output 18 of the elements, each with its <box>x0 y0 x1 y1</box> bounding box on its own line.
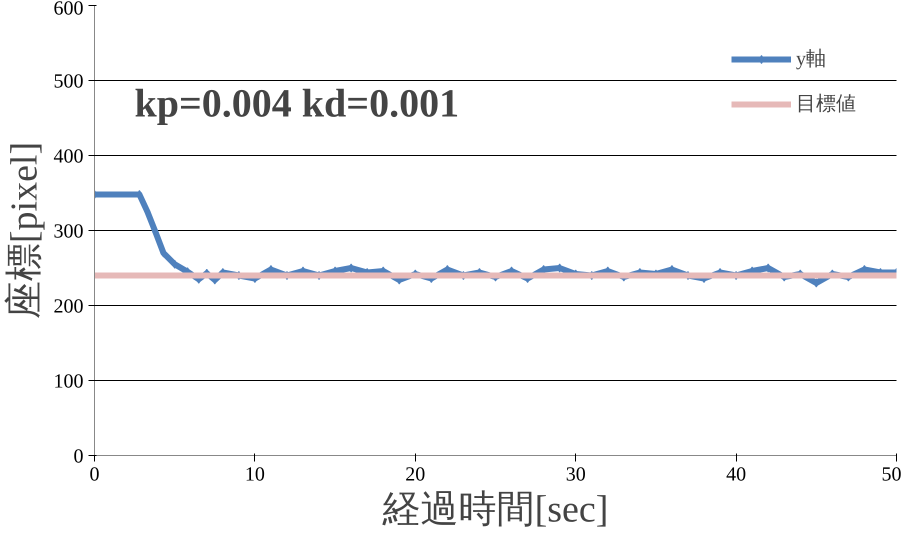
y-axis-title: 座標[pixel] <box>4 142 46 320</box>
x-tick-label: 0 <box>90 464 100 486</box>
annotation: kp=0.004 kd=0.001 <box>134 80 460 126</box>
y-tick-label: 500 <box>54 70 84 92</box>
y-tick-label: 100 <box>54 370 84 392</box>
x-tick-label: 30 <box>566 464 586 486</box>
x-tick-label: 50 <box>882 464 901 486</box>
y-tick-label: 200 <box>54 296 84 318</box>
y-tick-label: 300 <box>54 220 84 242</box>
legend-label: 目標値 <box>796 92 856 117</box>
y-tick-label: 600 <box>54 0 84 20</box>
y-tick-label: 0 <box>74 446 84 468</box>
x-tick-label: 20 <box>405 464 426 486</box>
x-tick-label: 40 <box>726 464 746 486</box>
y-tick-label: 400 <box>54 146 84 168</box>
legend-label: y軸 <box>796 47 826 72</box>
x-axis-title: 経過時間[sec] <box>382 488 608 530</box>
x-tick-label: 10 <box>244 464 265 486</box>
